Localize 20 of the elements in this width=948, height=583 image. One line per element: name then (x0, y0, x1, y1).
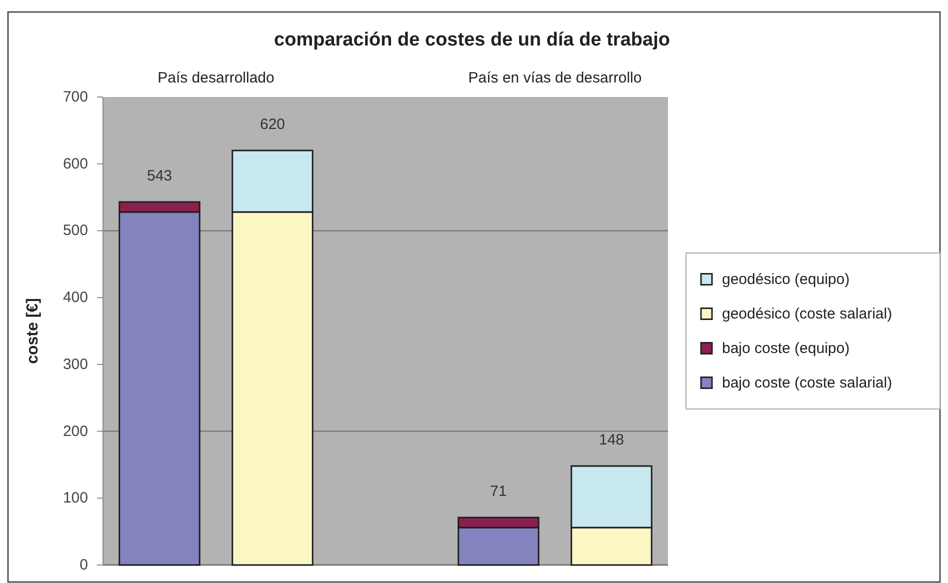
text: País en vías de desarrollo (468, 70, 642, 86)
y-tick-label: 700 (62, 88, 88, 106)
y-tick-label: 0 (80, 556, 88, 574)
y-axis-title: coste [€] (24, 298, 42, 364)
y-tick-label: 100 (62, 490, 88, 507)
text: País desarrollado (158, 70, 274, 86)
chart-title: comparación de costes de un día de trabajo (274, 30, 670, 50)
y-tick-label: 600 (62, 155, 88, 172)
legend-label: bajo coste (coste salarial) (722, 374, 892, 392)
y-tick-label: 200 (62, 422, 88, 440)
total-label: 148 (598, 432, 624, 449)
total-label: 543 (146, 167, 172, 184)
total-label: 620 (260, 116, 286, 133)
legend-label: geodésico (equipo) (722, 270, 850, 288)
y-tick-label: 400 (62, 289, 88, 306)
y-tick-label: 300 (62, 356, 88, 373)
legend-label: bajo coste (equipo) (722, 340, 850, 357)
y-tick-label: 500 (62, 222, 88, 240)
legend-label: geodésico (coste salarial) (722, 305, 892, 322)
total-label: 71 (490, 483, 507, 500)
